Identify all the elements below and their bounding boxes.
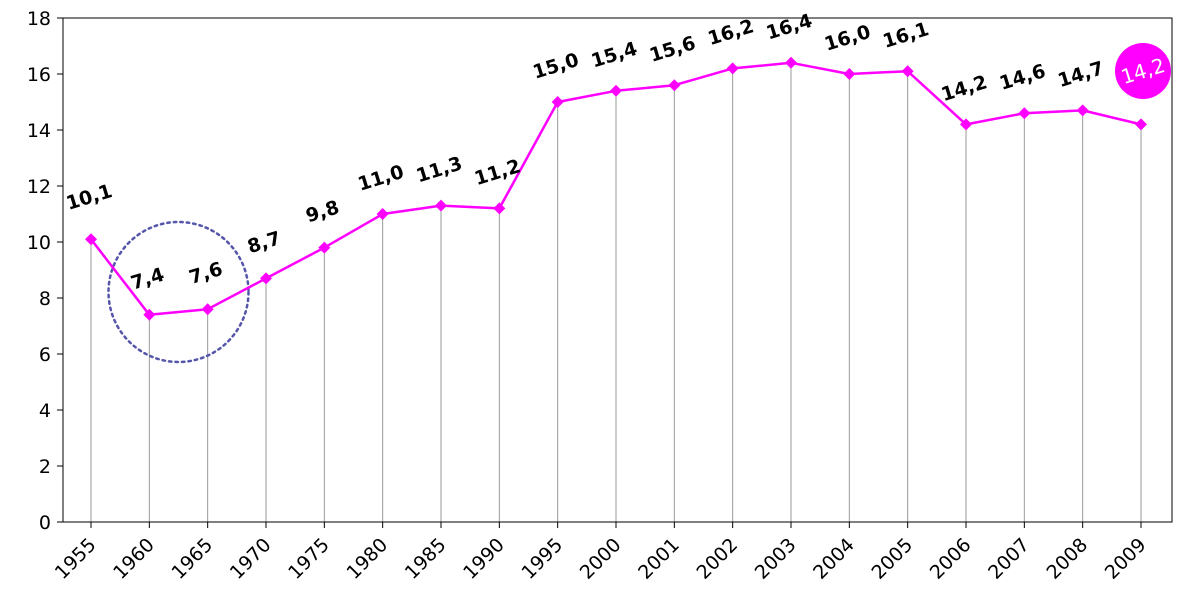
x-tick-label: 1960: [109, 534, 159, 584]
data-label: 16,0: [822, 21, 873, 56]
dotted-circle-annotation: [107, 220, 250, 364]
x-tick-label: 2009: [1101, 534, 1151, 584]
data-point: [1135, 118, 1147, 131]
y-tick-label: 6: [39, 344, 51, 366]
data-point: [493, 202, 506, 215]
x-tick-label: 1955: [51, 534, 101, 584]
x-tick-label: 2003: [751, 534, 801, 584]
data-label: 14,2: [939, 71, 990, 106]
data-label: 8,7: [245, 227, 284, 258]
data-label: 16,1: [880, 18, 931, 53]
x-axis-ticks: 1955 1960 1965 1970 1975 1980 1985 1990 1995 2000…: [51, 522, 1151, 584]
y-axis-ticks: 0 2 4 6 8 10 12 14 16 18: [27, 8, 63, 534]
annotation-layer: [107, 220, 250, 364]
data-label: 14,6: [997, 60, 1048, 95]
data-label: 15,4: [589, 38, 640, 73]
data-label: 16,4: [764, 10, 815, 45]
x-tick-label: 1990: [459, 534, 509, 584]
data-point: [201, 303, 214, 316]
data-point: [143, 308, 156, 321]
data-point: [901, 65, 914, 78]
x-tick-label: 1975: [284, 534, 334, 584]
highlight-layer: 14,2: [1115, 43, 1171, 99]
highlight-bubble: [1115, 43, 1171, 99]
data-point: [551, 96, 564, 108]
data-point: [85, 233, 97, 246]
data-point: [260, 272, 272, 285]
x-tick-label: 2000: [576, 534, 626, 584]
y-tick-label: 0: [39, 512, 51, 534]
x-tick-label: 1980: [342, 534, 392, 584]
data-point: [1076, 104, 1089, 117]
data-label: 9,8: [303, 196, 342, 227]
data-point: [376, 208, 389, 220]
data-label: 7,6: [187, 258, 226, 289]
y-tick-label: 18: [27, 8, 51, 30]
drop-lines: [90, 62, 1142, 522]
data-point: [785, 56, 797, 69]
data-points: [85, 56, 1147, 321]
x-tick-label: 1965: [167, 534, 217, 584]
data-point: [726, 62, 739, 75]
data-label: 14,7: [1055, 57, 1106, 92]
data-label: 15,0: [530, 49, 581, 84]
data-label: 15,6: [647, 32, 698, 67]
plot-frame: [62, 17, 1173, 523]
x-tick-label: 1985: [401, 534, 451, 584]
y-tick-label: 4: [39, 400, 51, 422]
x-tick-label: 2001: [634, 534, 684, 584]
x-tick-label: 2004: [809, 534, 859, 584]
x-tick-label: 1995: [517, 534, 567, 584]
y-tick-label: 12: [27, 176, 51, 198]
y-tick-label: 14: [27, 120, 51, 142]
x-tick-label: 2002: [692, 534, 742, 584]
data-point: [960, 118, 972, 131]
data-point: [843, 68, 856, 80]
y-tick-label: 8: [39, 288, 51, 310]
data-point: [610, 84, 622, 97]
data-point: [668, 79, 681, 92]
axes: [62, 17, 1173, 523]
x-tick-label: 2007: [984, 534, 1034, 584]
data-labels: 10,1 7,4 7,6 8,7 9,8 11,0 11,3 11,2 15,0 15,4 15,6…: [64, 10, 1107, 295]
y-tick-label: 2: [39, 456, 51, 478]
x-tick-label: 2005: [867, 534, 917, 584]
data-label: 11,0: [355, 161, 406, 196]
data-label: 16,2: [705, 15, 756, 50]
x-tick-label: 1970: [226, 534, 276, 584]
x-tick-label: 2008: [1042, 534, 1092, 584]
data-point: [1018, 107, 1031, 120]
y-tick-label: 10: [27, 232, 51, 254]
x-tick-label: 2006: [926, 534, 976, 584]
data-point: [318, 241, 331, 254]
y-tick-label: 16: [27, 64, 51, 86]
data-label: 11,2: [472, 155, 523, 190]
data-label: 10,1: [64, 180, 115, 215]
data-label: 11,3: [414, 152, 465, 187]
data-point: [435, 199, 447, 212]
data-label: 7,4: [128, 264, 167, 295]
